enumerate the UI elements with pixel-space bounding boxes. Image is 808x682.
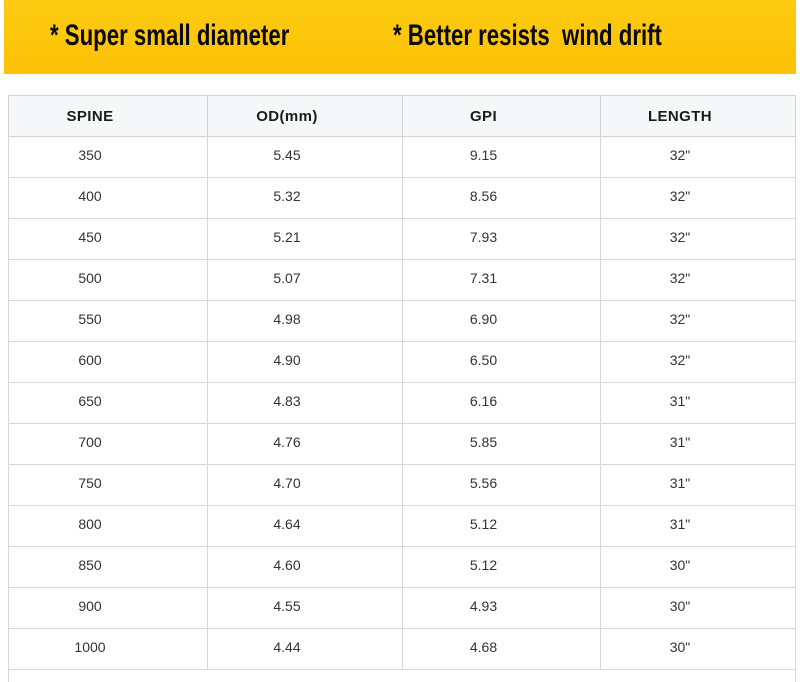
cell-gpi: 5.56: [402, 464, 601, 506]
cell-spine: 900: [8, 587, 208, 629]
table-row: 900 4.55 4.93 30": [8, 587, 796, 629]
cell-gpi: 7.31: [402, 259, 601, 301]
cell-spine: 650: [8, 382, 208, 424]
cell-gpi: 6.16: [402, 382, 601, 424]
cell-od: 4.98: [207, 300, 403, 342]
cell-empty: [8, 669, 208, 682]
table-row: 400 5.32 8.56 32": [8, 177, 796, 219]
cell-gpi: 8.56: [402, 177, 601, 219]
cell-gpi: 6.50: [402, 341, 601, 383]
cell-od: 5.45: [207, 136, 403, 178]
cell-od: 4.60: [207, 546, 403, 588]
cell-length: 32": [600, 300, 796, 342]
cell-empty: [600, 669, 796, 682]
table-row: 650 4.83 6.16 31": [8, 382, 796, 424]
table-row-cut-off: [8, 669, 796, 682]
cell-length: 31": [600, 505, 796, 547]
table-row: 850 4.60 5.12 30": [8, 546, 796, 588]
cell-length: 31": [600, 382, 796, 424]
cell-od: 4.55: [207, 587, 403, 629]
cell-od: 5.21: [207, 218, 403, 260]
cell-length: 30": [600, 546, 796, 588]
banner-bullet-wind-drift: * Better resists wind drift: [393, 19, 662, 53]
cell-spine: 1000: [8, 628, 208, 670]
table-row: 750 4.70 5.56 31": [8, 464, 796, 506]
table-header-row: SPINE OD(mm) GPI LENGTH: [8, 95, 796, 137]
cell-length: 32": [600, 177, 796, 219]
cell-gpi: 7.93: [402, 218, 601, 260]
cell-od: 5.32: [207, 177, 403, 219]
cell-spine: 400: [8, 177, 208, 219]
cell-spine: 450: [8, 218, 208, 260]
table-row: 600 4.90 6.50 32": [8, 341, 796, 383]
cell-spine: 600: [8, 341, 208, 383]
cell-od: 4.90: [207, 341, 403, 383]
column-header-length: LENGTH: [600, 95, 796, 137]
cell-spine: 350: [8, 136, 208, 178]
cell-od: 4.64: [207, 505, 403, 547]
cell-spine: 800: [8, 505, 208, 547]
cell-gpi: 9.15: [402, 136, 601, 178]
column-header-gpi: GPI: [402, 95, 601, 137]
table-row: 800 4.64 5.12 31": [8, 505, 796, 547]
cell-length: 32": [600, 341, 796, 383]
cell-od: 5.07: [207, 259, 403, 301]
cell-spine: 500: [8, 259, 208, 301]
cell-od: 4.44: [207, 628, 403, 670]
table-row: 500 5.07 7.31 32": [8, 259, 796, 301]
cell-length: 32": [600, 218, 796, 260]
cell-gpi: 5.12: [402, 546, 601, 588]
table-row: 700 4.76 5.85 31": [8, 423, 796, 465]
cell-empty: [403, 670, 601, 682]
cell-empty: [208, 670, 403, 682]
table-row: 350 5.45 9.15 32": [8, 136, 796, 178]
cell-gpi: 5.12: [402, 505, 601, 547]
cell-od: 4.70: [207, 464, 403, 506]
cell-length: 30": [600, 587, 796, 629]
cell-spine: 550: [8, 300, 208, 342]
column-header-spine: SPINE: [8, 95, 208, 137]
cell-spine: 850: [8, 546, 208, 588]
cell-length: 31": [600, 423, 796, 465]
cell-length: 32": [600, 136, 796, 178]
promo-banner: * Super small diameter * Better resists …: [4, 0, 796, 74]
cell-gpi: 4.68: [402, 628, 601, 670]
cell-length: 32": [600, 259, 796, 301]
banner-bullet-small-diameter: * Super small diameter: [50, 19, 290, 53]
cell-gpi: 5.85: [402, 423, 601, 465]
arrow-spec-table: SPINE OD(mm) GPI LENGTH 350 5.45 9.15 32…: [8, 95, 796, 682]
cell-length: 31": [600, 464, 796, 506]
cell-gpi: 4.93: [402, 587, 601, 629]
column-header-od: OD(mm): [207, 95, 403, 137]
cell-od: 4.83: [207, 382, 403, 424]
table-row: 450 5.21 7.93 32": [8, 218, 796, 260]
cell-od: 4.76: [207, 423, 403, 465]
cell-spine: 700: [8, 423, 208, 465]
cell-gpi: 6.90: [402, 300, 601, 342]
cell-spine: 750: [8, 464, 208, 506]
cell-length: 30": [600, 628, 796, 670]
table-row: 1000 4.44 4.68 30": [8, 628, 796, 670]
table-row: 550 4.98 6.90 32": [8, 300, 796, 342]
